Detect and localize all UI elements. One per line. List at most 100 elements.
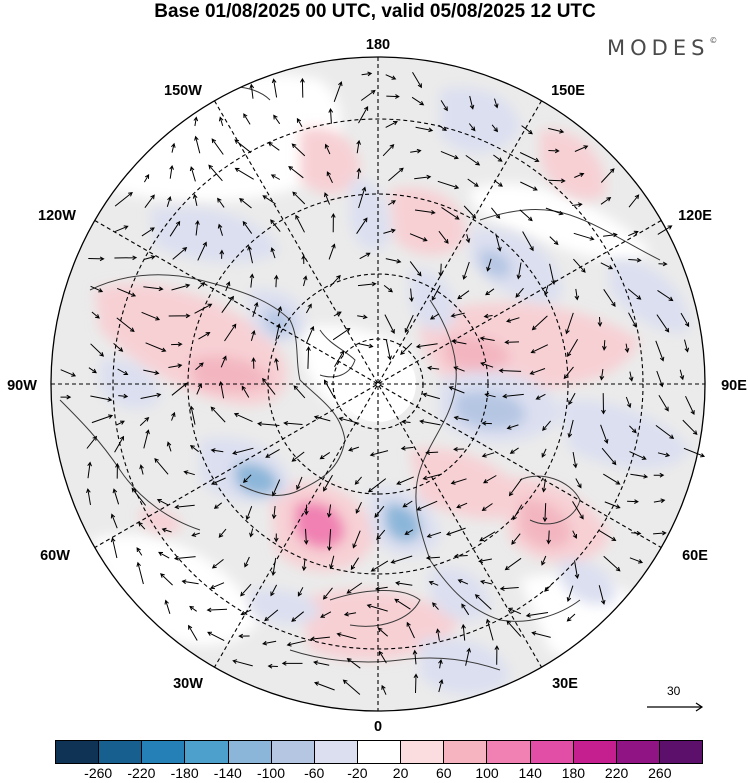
- colorbar-tick-label: -220: [127, 765, 156, 781]
- wind-arrow: [314, 681, 335, 691]
- wind-arrow: [116, 420, 125, 426]
- wind-arrow: [144, 194, 155, 208]
- polar-cap: [340, 346, 416, 422]
- wind-arrow: [549, 236, 559, 246]
- wind-arrow: [291, 611, 305, 622]
- polar-map: [50, 56, 706, 712]
- wind-arrow: [208, 164, 223, 182]
- positive-anomaly: [390, 187, 466, 255]
- colorbar-cell: [228, 741, 272, 763]
- wind-arrow: [520, 181, 538, 191]
- wind-arrow: [251, 357, 256, 369]
- wind-arrow: [683, 447, 706, 458]
- label-90w: 90W: [7, 378, 37, 394]
- wind-arrow: [277, 305, 283, 317]
- wind-arrow: [422, 392, 440, 400]
- wind-arrow: [450, 478, 467, 485]
- wind-arrow: [481, 452, 495, 458]
- wind-arrow: [480, 361, 494, 368]
- wind-arrow: [438, 263, 444, 277]
- wind-arrow: [601, 393, 606, 415]
- wind-arrow: [453, 553, 468, 559]
- wind-arrow: [243, 113, 251, 125]
- wind-arrow: [60, 369, 77, 377]
- colorbar-ticks: -260 -220 -180 -140 -100 -60 -20 20 60 100 140 180 2…: [0, 765, 750, 783]
- wind-arrow: [234, 167, 254, 180]
- wind-arrow: [267, 663, 278, 669]
- wind-arrow: [90, 395, 113, 402]
- wind-arrow: [356, 167, 362, 179]
- wind-arrow: [350, 557, 360, 571]
- wind-arrow: [171, 283, 191, 291]
- negative-anomaly: [150, 206, 280, 263]
- wind-arrow: [264, 609, 279, 622]
- wind-arrow: [574, 288, 580, 301]
- wind-arrow: [598, 530, 617, 541]
- colorbar-cell: [314, 741, 358, 763]
- wind-arrow: [169, 164, 174, 179]
- wind-arrow: [451, 339, 467, 345]
- colorbar-cell: [357, 741, 402, 763]
- wind-arrow: [360, 89, 376, 101]
- positive-anomaly: [445, 336, 510, 372]
- wind-arrow: [656, 314, 670, 333]
- wind-arrow: [629, 557, 644, 564]
- wind-arrow: [440, 150, 459, 160]
- wind-arrow: [565, 312, 574, 335]
- colorbar-cell: [99, 741, 143, 763]
- wind-arrow: [166, 441, 172, 452]
- wind-arrow: [286, 640, 307, 647]
- positive-anomaly: [295, 501, 345, 549]
- wind-arrow: [324, 143, 331, 155]
- wind-arrow: [323, 474, 333, 492]
- wind-arrow: [356, 217, 368, 234]
- wind-arrow: [627, 499, 639, 504]
- wind-arrow: [139, 464, 144, 475]
- wind-arrow: [322, 587, 333, 600]
- wind-arrow: [334, 350, 345, 367]
- colorbar-tick-label: 60: [436, 765, 452, 781]
- wind-arrow: [395, 580, 413, 586]
- wind-arrow: [171, 341, 183, 347]
- graticule: [51, 57, 705, 711]
- wind-arrow: [448, 386, 465, 394]
- wind-arrow: [143, 174, 150, 183]
- wind-arrow: [409, 261, 422, 277]
- wind-arrow: [173, 555, 196, 561]
- wind-arrow: [326, 171, 333, 184]
- wind-arrow: [242, 220, 253, 234]
- wind-arrow: [238, 633, 250, 639]
- colorbar-cell: [401, 741, 445, 763]
- wind-arrow: [426, 531, 442, 538]
- wind-arrow: [628, 257, 642, 263]
- wind-arrow: [567, 419, 574, 439]
- negative-anomaly: [610, 259, 690, 333]
- wind-arrow: [358, 343, 374, 349]
- wind-arrow: [198, 332, 211, 340]
- wind-arrow: [164, 599, 171, 614]
- wind-arrow: [192, 193, 198, 207]
- wind-arrow: [313, 660, 330, 666]
- wind-arrow: [415, 126, 434, 133]
- wind-arrow: [385, 258, 402, 264]
- wind-arrow: [196, 383, 203, 395]
- wind-arrow: [271, 78, 278, 98]
- wind-arrow: [416, 500, 438, 511]
- label-60e: 60E: [682, 548, 708, 564]
- map-border: [50, 56, 706, 712]
- positive-anomaly: [540, 129, 606, 201]
- wind-arrow: [247, 245, 253, 264]
- colorbar-tick-label: -60: [304, 765, 325, 781]
- wind-arrow: [168, 363, 183, 369]
- wind-arrow: [465, 154, 481, 166]
- wind-arrow: [193, 116, 199, 127]
- wind-arrow: [509, 447, 519, 454]
- wind-arrow: [406, 621, 415, 639]
- wind-arrow: [394, 598, 411, 610]
- wind-arrow: [117, 368, 129, 375]
- wind-arrow: [88, 367, 97, 374]
- wind-arrow: [225, 281, 231, 292]
- wind-arrow: [600, 196, 612, 205]
- wind-arrow: [332, 327, 351, 341]
- wind-arrow: [624, 343, 630, 354]
